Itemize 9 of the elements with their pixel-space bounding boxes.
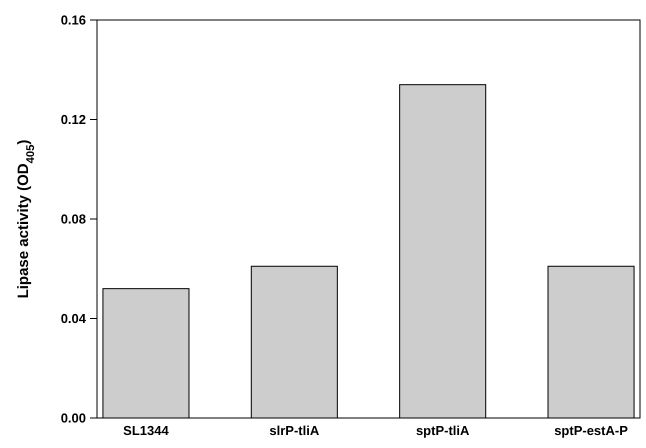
y-tick-label: 0.08 (60, 212, 86, 227)
x-tick-label: slrP-tliA (269, 423, 320, 438)
x-tick-label: sptP-estA-P (554, 423, 628, 438)
y-tick-label: 0.00 (60, 410, 86, 426)
x-tick-label: sptP-tliA (416, 423, 470, 438)
y-tick-label: 0.12 (60, 112, 86, 128)
y-tick-label: 0.16 (60, 12, 86, 28)
y-tick-label: 0.04 (60, 311, 87, 326)
x-tick-label: SL1344 (123, 423, 170, 438)
